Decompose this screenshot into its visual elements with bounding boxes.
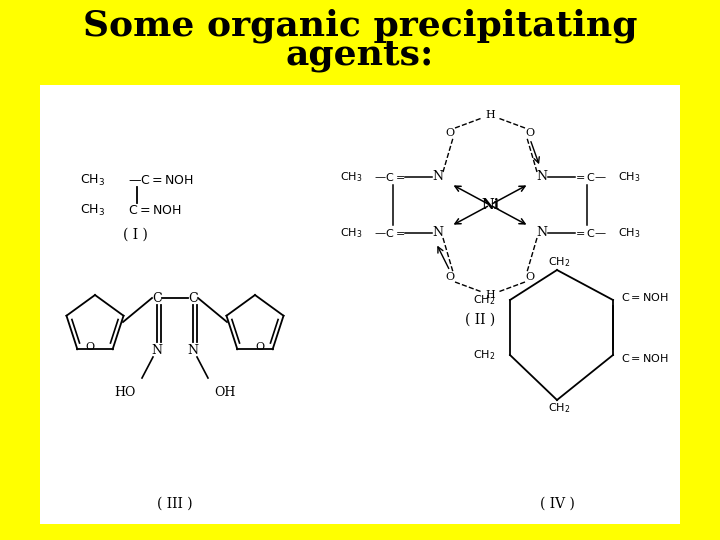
Text: C: C: [152, 292, 162, 305]
Text: C: C: [188, 292, 198, 305]
Text: $\mathrm{CH_2}$: $\mathrm{CH_2}$: [472, 293, 495, 307]
Text: HO: HO: [114, 387, 135, 400]
Text: $\mathrm{CH_3}$: $\mathrm{CH_3}$: [618, 226, 641, 240]
Text: $\mathrm{C=NOH}$: $\mathrm{C=NOH}$: [621, 352, 669, 364]
Text: $\mathrm{C=NOH}$: $\mathrm{C=NOH}$: [128, 204, 181, 217]
Text: agents:: agents:: [286, 38, 434, 72]
Text: $\mathrm{C=NOH}$: $\mathrm{C=NOH}$: [621, 291, 669, 303]
Text: N: N: [433, 226, 444, 240]
Text: $\mathrm{=C—}$: $\mathrm{=C—}$: [573, 171, 607, 183]
Text: N: N: [536, 171, 547, 184]
Text: N: N: [433, 171, 444, 184]
Text: H: H: [485, 290, 495, 300]
Text: $\mathrm{—C=}$: $\mathrm{—C=}$: [374, 227, 405, 239]
Text: O: O: [86, 342, 94, 352]
Text: N: N: [536, 226, 547, 240]
Text: ( I ): ( I ): [122, 228, 148, 242]
Text: OH: OH: [215, 387, 235, 400]
Text: N: N: [187, 343, 199, 356]
Text: $\mathrm{CH_3}$: $\mathrm{CH_3}$: [340, 170, 362, 184]
Text: $\mathrm{=C—}$: $\mathrm{=C—}$: [573, 227, 607, 239]
Text: ( II ): ( II ): [465, 313, 495, 327]
Text: H: H: [485, 110, 495, 120]
Text: $\mathrm{—C=NOH}$: $\mathrm{—C=NOH}$: [128, 173, 194, 186]
Text: O: O: [256, 342, 264, 352]
Bar: [40, 85, 680, 524]
Text: N: N: [151, 343, 163, 356]
Text: O: O: [526, 272, 534, 282]
Text: $\mathrm{CH_2}$: $\mathrm{CH_2}$: [472, 348, 495, 362]
Text: Some organic precipitating: Some organic precipitating: [83, 9, 637, 43]
Text: $\mathrm{CH_2}$: $\mathrm{CH_2}$: [548, 255, 570, 269]
Text: $\mathrm{CH_3}$: $\mathrm{CH_3}$: [80, 202, 105, 218]
Text: Ni: Ni: [481, 198, 499, 212]
Text: O: O: [446, 272, 454, 282]
Text: O: O: [446, 128, 454, 138]
Text: $\mathrm{CH_2}$: $\mathrm{CH_2}$: [548, 401, 570, 415]
Text: $\mathrm{CH_3}$: $\mathrm{CH_3}$: [80, 172, 105, 187]
Text: $\mathrm{—C=}$: $\mathrm{—C=}$: [374, 171, 405, 183]
Text: ( III ): ( III ): [157, 497, 193, 511]
Text: $\mathrm{CH_3}$: $\mathrm{CH_3}$: [618, 170, 641, 184]
Text: O: O: [526, 128, 534, 138]
Text: $\mathrm{CH_3}$: $\mathrm{CH_3}$: [340, 226, 362, 240]
Text: ( IV ): ( IV ): [539, 497, 575, 511]
